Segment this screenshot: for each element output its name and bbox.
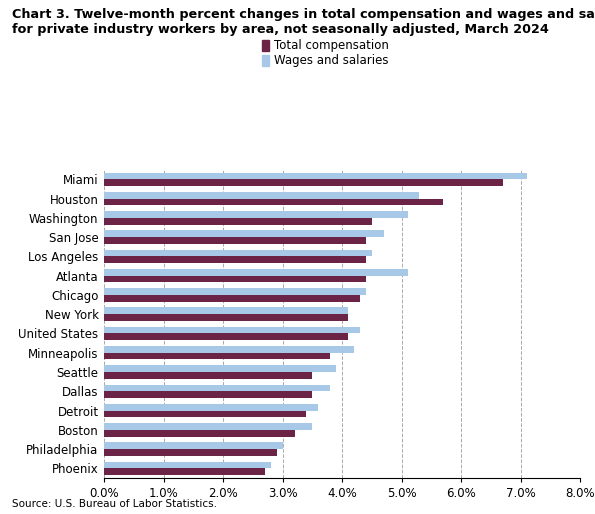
Text: Wages and salaries: Wages and salaries	[274, 54, 388, 67]
Bar	[104, 314, 348, 321]
Bar	[104, 211, 408, 218]
Bar	[104, 230, 384, 237]
Bar	[104, 365, 336, 372]
Bar	[104, 269, 408, 276]
Text: for private industry workers by area, not seasonally adjusted, March 2024: for private industry workers by area, no…	[12, 23, 549, 36]
Bar	[104, 468, 265, 475]
Text: Total compensation: Total compensation	[274, 39, 389, 52]
Bar	[104, 462, 271, 468]
Bar	[104, 443, 283, 449]
Bar	[104, 276, 366, 282]
Bar	[104, 307, 348, 314]
Bar	[104, 391, 312, 398]
Bar	[104, 353, 330, 359]
Bar	[104, 372, 312, 379]
Bar	[104, 179, 503, 186]
Bar	[104, 295, 360, 302]
Bar	[104, 423, 312, 430]
Bar	[104, 449, 277, 456]
Bar	[104, 198, 443, 205]
Bar	[104, 218, 372, 225]
Bar	[104, 250, 372, 256]
Bar	[104, 411, 306, 417]
Bar	[104, 173, 527, 179]
Bar	[104, 288, 366, 295]
Bar	[104, 192, 419, 198]
Bar	[104, 384, 330, 391]
Bar	[104, 334, 348, 340]
Bar	[104, 256, 366, 263]
Text: Source: U.S. Bureau of Labor Statistics.: Source: U.S. Bureau of Labor Statistics.	[12, 499, 217, 509]
Bar	[104, 237, 366, 244]
Bar	[104, 327, 360, 334]
Bar	[104, 430, 295, 436]
Bar	[104, 404, 318, 411]
Text: Chart 3. Twelve-month percent changes in total compensation and wages and salari: Chart 3. Twelve-month percent changes in…	[12, 8, 595, 21]
Bar	[104, 346, 354, 353]
